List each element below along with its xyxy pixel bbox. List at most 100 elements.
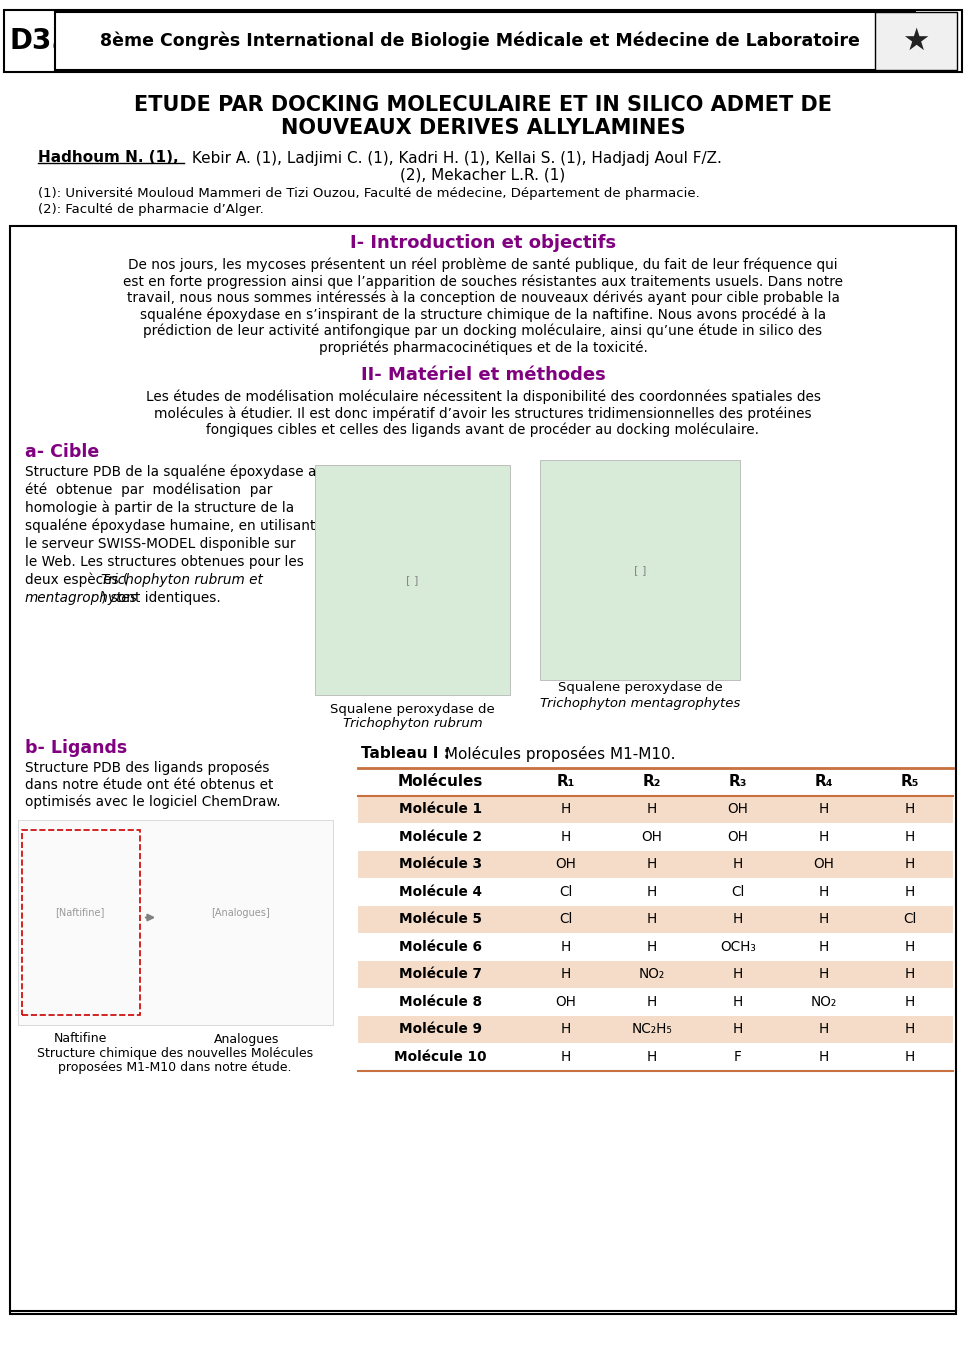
Text: H: H (732, 858, 743, 872)
Bar (540, 460, 740, 680)
Text: H: H (905, 967, 915, 981)
Text: propriétés pharmacocinétiques et de la toxicité.: propriétés pharmacocinétiques et de la t… (319, 340, 647, 355)
Text: NO₂: NO₂ (639, 967, 665, 981)
Bar (358, 822, 953, 851)
Text: R₁: R₁ (556, 775, 575, 790)
Text: (2), Mekacher L.R. (1): (2), Mekacher L.R. (1) (400, 168, 566, 183)
Text: Molécule 4: Molécule 4 (399, 885, 482, 899)
Text: H: H (732, 994, 743, 1008)
Text: ★: ★ (902, 26, 929, 56)
Text: H: H (560, 1022, 571, 1037)
Text: OCH₃: OCH₃ (720, 940, 755, 953)
Text: Hadhoum N. (1),: Hadhoum N. (1), (38, 150, 179, 165)
Text: II- Matériel et méthodes: II- Matériel et méthodes (360, 366, 606, 384)
Text: prédiction de leur activité antifongique par un docking moléculaire, ainsi qu’un: prédiction de leur activité antifongique… (143, 324, 823, 339)
Text: Squalene peroxydase de: Squalene peroxydase de (330, 702, 495, 716)
Text: Cl: Cl (559, 912, 572, 926)
Text: Les études de modélisation moléculaire nécessitent la disponibilité des coordonn: Les études de modélisation moléculaire n… (146, 389, 820, 404)
Text: Molécule 7: Molécule 7 (399, 967, 482, 981)
Text: F: F (734, 1049, 742, 1064)
Text: Molécule 5: Molécule 5 (399, 912, 482, 926)
Text: deux espèces (: deux espèces ( (25, 572, 128, 587)
Text: H: H (732, 912, 743, 926)
Text: NO₂: NO₂ (810, 994, 837, 1008)
Text: Naftifine: Naftifine (53, 1033, 106, 1045)
Text: H: H (646, 802, 657, 817)
Text: H: H (905, 940, 915, 953)
Text: H: H (819, 885, 829, 899)
Text: Kebir A. (1), Ladjimi C. (1), Kadri H. (1), Kellai S. (1), Hadjadj Aoul F/Z.: Kebir A. (1), Ladjimi C. (1), Kadri H. (… (187, 150, 722, 165)
Text: Cl: Cl (731, 885, 745, 899)
Text: H: H (819, 829, 829, 844)
Text: H: H (905, 829, 915, 844)
Bar (358, 960, 953, 988)
Text: molécules à étudier. Il est donc impératif d’avoir les structures tridimensionne: molécules à étudier. Il est donc impérat… (155, 406, 811, 421)
Text: OH: OH (727, 829, 749, 844)
Bar (55, 12, 915, 70)
Text: été  obtenue  par  modélisation  par: été obtenue par modélisation par (25, 482, 272, 497)
Text: Trichophyton mentagrophytes: Trichophyton mentagrophytes (540, 697, 740, 709)
Bar (4, 10, 962, 72)
Text: H: H (819, 1049, 829, 1064)
Text: H: H (646, 940, 657, 953)
Text: H: H (732, 967, 743, 981)
Text: H: H (560, 1049, 571, 1064)
Text: H: H (732, 1022, 743, 1037)
Text: H: H (905, 1022, 915, 1037)
Bar (358, 795, 953, 822)
Text: fongiques cibles et celles des ligands avant de procéder au docking moléculaire.: fongiques cibles et celles des ligands a… (207, 422, 759, 437)
Text: est en forte progression ainsi que l’apparition de souches résistantes aux trait: est en forte progression ainsi que l’app… (123, 275, 843, 288)
Text: (2): Faculté de pharmacie d’Alger.: (2): Faculté de pharmacie d’Alger. (38, 202, 264, 216)
Bar (358, 988, 953, 1015)
Text: H: H (646, 1049, 657, 1064)
Text: [Naftifine]: [Naftifine] (55, 907, 104, 918)
Text: H: H (646, 885, 657, 899)
Text: Cl: Cl (903, 912, 917, 926)
Text: H: H (819, 940, 829, 953)
Text: H: H (560, 829, 571, 844)
Text: homologie à partir de la structure de la: homologie à partir de la structure de la (25, 501, 294, 515)
Text: le Web. Les structures obtenues pour les: le Web. Les structures obtenues pour les (25, 555, 304, 570)
Bar (22, 831, 140, 1015)
Text: travail, nous nous sommes intéressés à la conception de nouveaux dérivés ayant p: travail, nous nous sommes intéressés à l… (127, 291, 839, 305)
Text: H: H (560, 802, 571, 817)
Text: Molécule 6: Molécule 6 (399, 940, 482, 953)
Text: Analogues: Analogues (214, 1033, 280, 1045)
Text: Tableau I :: Tableau I : (361, 746, 450, 761)
Bar (18, 820, 333, 1024)
Text: b- Ligands: b- Ligands (25, 739, 128, 757)
Text: [ ]: [ ] (407, 575, 418, 585)
Bar (875, 12, 957, 70)
Text: Squalene peroxydase de: Squalene peroxydase de (557, 682, 723, 694)
Text: squaléne époxydase humaine, en utilisant: squaléne époxydase humaine, en utilisant (25, 519, 315, 533)
Text: Molécule 8: Molécule 8 (399, 994, 482, 1008)
Text: squaléne époxydase en s’inspirant de la structure chimique de la naftifine. Nous: squaléne époxydase en s’inspirant de la … (140, 307, 826, 322)
Text: Structure PDB des ligands proposés: Structure PDB des ligands proposés (25, 761, 270, 776)
Text: De nos jours, les mycoses présentent un réel problème de santé publique, du fait: De nos jours, les mycoses présentent un … (128, 258, 838, 272)
Text: H: H (905, 802, 915, 817)
Text: optimisés avec le logiciel ChemDraw.: optimisés avec le logiciel ChemDraw. (25, 795, 281, 809)
Text: 8ème Congrès International de Biologie Médicale et Médecine de Laboratoire: 8ème Congrès International de Biologie M… (100, 31, 860, 51)
Text: H: H (560, 940, 571, 953)
Text: Cl: Cl (559, 885, 572, 899)
Text: [Analogues]: [Analogues] (211, 907, 270, 918)
Text: ETUDE PAR DOCKING MOLECULAIRE ET IN SILICO ADMET DE: ETUDE PAR DOCKING MOLECULAIRE ET IN SILI… (134, 96, 832, 115)
Text: R₃: R₃ (728, 775, 747, 790)
Text: a- Cible: a- Cible (25, 443, 99, 460)
Text: ) sont identiques.: ) sont identiques. (101, 591, 221, 605)
Bar (358, 878, 953, 906)
Text: Molécule 9: Molécule 9 (399, 1022, 482, 1037)
Text: D35: D35 (9, 27, 71, 55)
Text: Molécules proposées M1-M10.: Molécules proposées M1-M10. (440, 746, 675, 762)
Text: NOUVEAUX DERIVES ALLYLAMINES: NOUVEAUX DERIVES ALLYLAMINES (281, 117, 685, 138)
Bar (358, 1044, 953, 1071)
Text: NC₂H₅: NC₂H₅ (631, 1022, 672, 1037)
Text: mentagrophytes: mentagrophytes (25, 591, 138, 605)
Bar (358, 1015, 953, 1044)
Text: OH: OH (813, 858, 835, 872)
Text: OH: OH (641, 829, 662, 844)
Text: Molécules: Molécules (398, 775, 483, 790)
Text: H: H (819, 912, 829, 926)
Text: Trichophyton rubrum et: Trichophyton rubrum et (101, 572, 263, 587)
Text: H: H (819, 1022, 829, 1037)
